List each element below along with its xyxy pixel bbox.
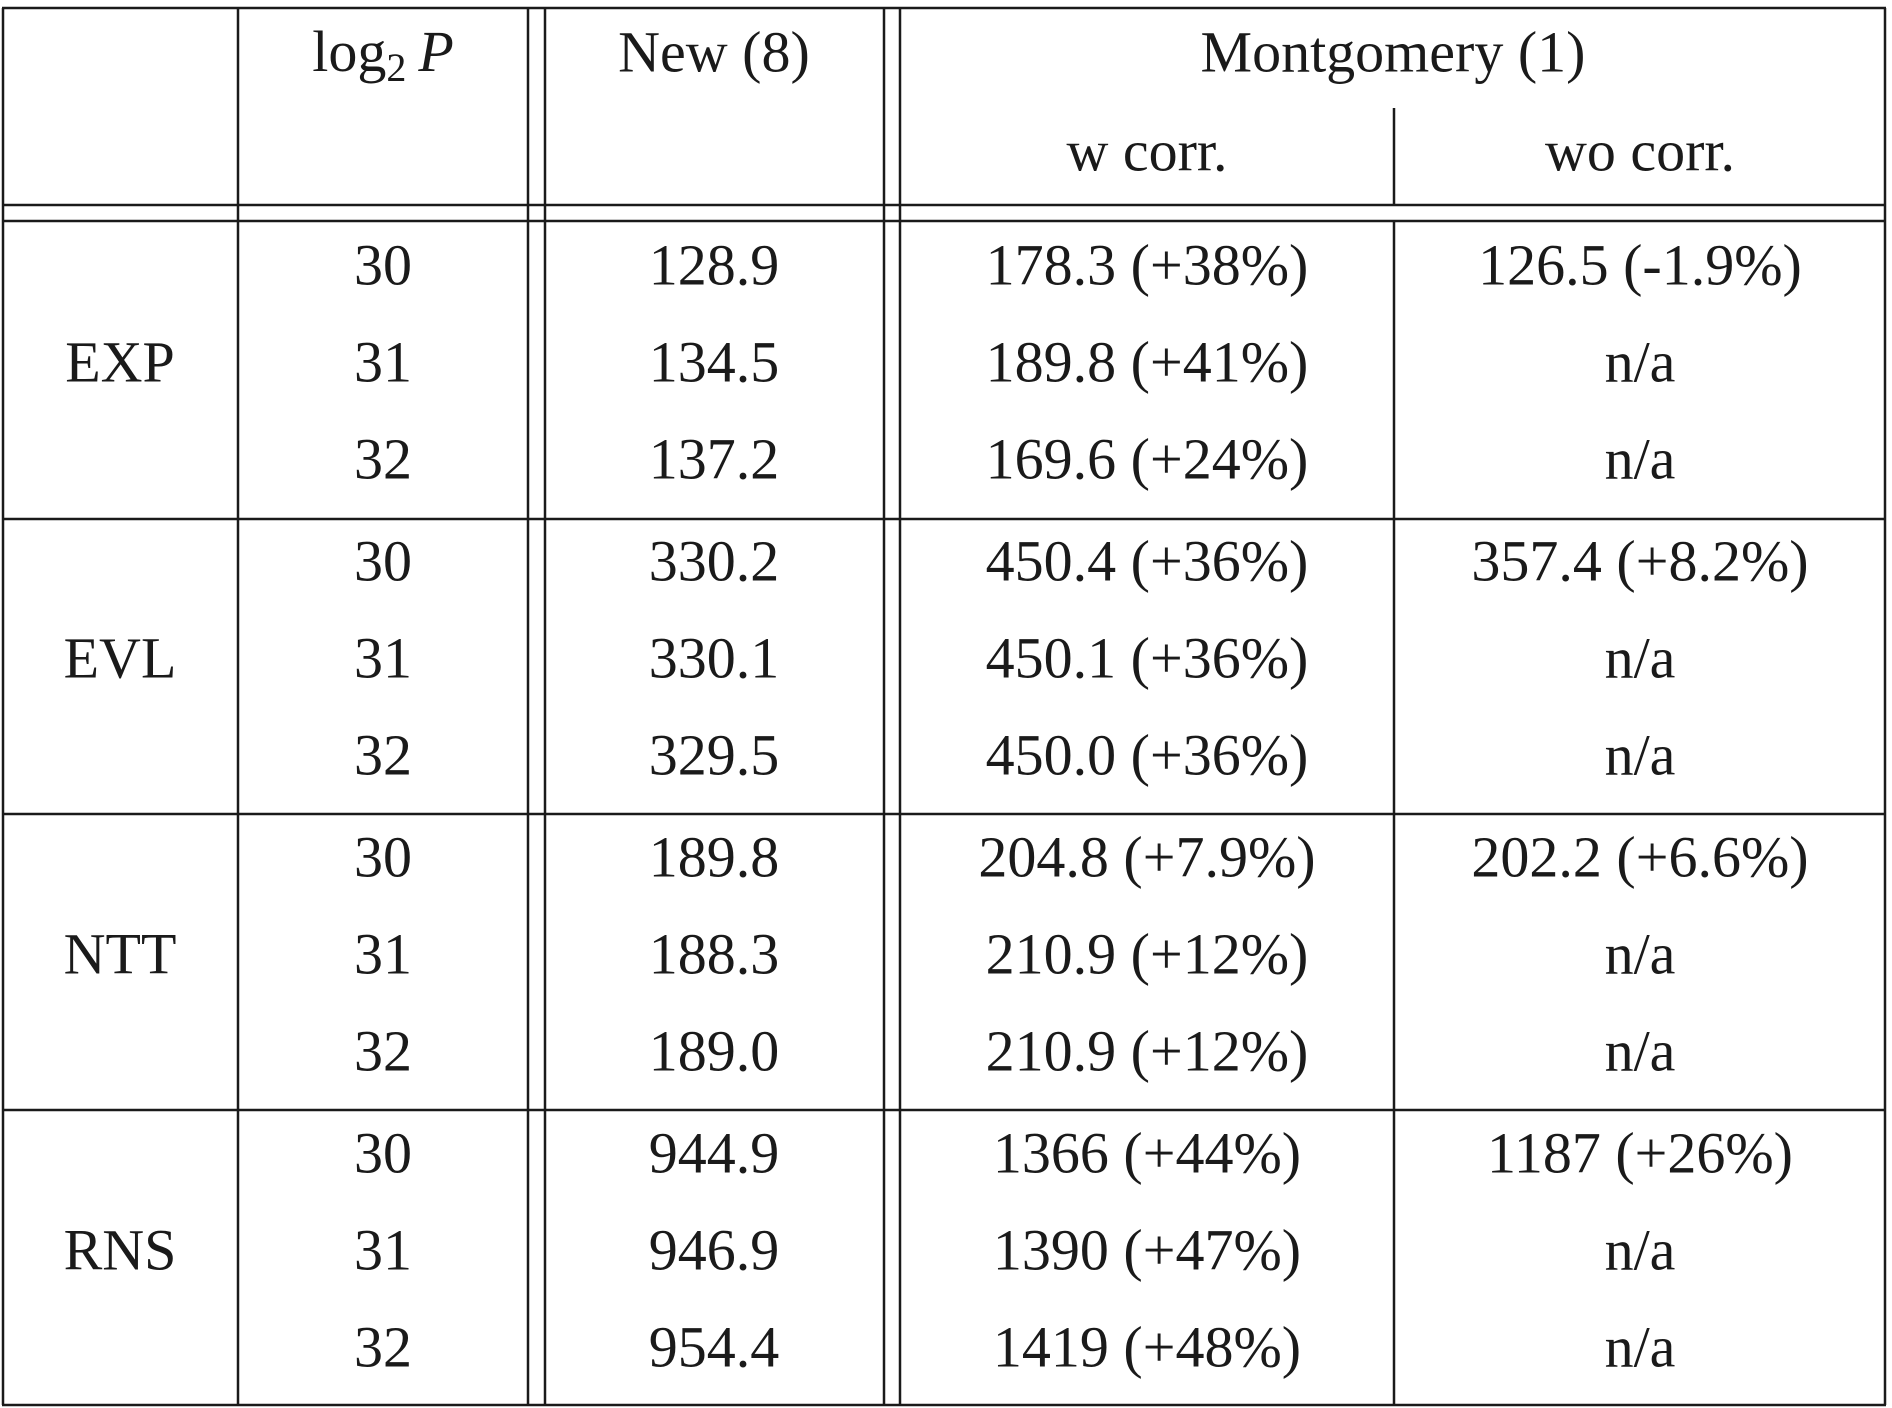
cell: n/a (1605, 329, 1676, 394)
group-name: NTT (64, 921, 177, 986)
cell: 330.2 (649, 528, 780, 593)
cell: 210.9 (+12%) (986, 1018, 1309, 1083)
cell: 31 (354, 329, 412, 394)
cell: 944.9 (649, 1120, 780, 1185)
cell: n/a (1605, 426, 1676, 491)
cell: 357.4 (+8.2%) (1471, 528, 1808, 593)
header-wo-corr: wo corr. (1545, 118, 1735, 183)
cell: 189.8 (+41%) (986, 329, 1309, 394)
cell: 128.9 (649, 232, 780, 297)
cell: 189.8 (649, 824, 780, 889)
cell: 126.5 (-1.9%) (1478, 232, 1802, 297)
header-new: New (8) (618, 19, 810, 84)
group-name: EXP (65, 329, 175, 394)
cell: 32 (354, 1018, 412, 1083)
cell: 31 (354, 1217, 412, 1282)
cell: 31 (354, 625, 412, 690)
header-w-corr: w corr. (1066, 118, 1227, 183)
cell: 450.1 (+36%) (986, 625, 1309, 690)
log-base: log (312, 19, 386, 84)
cell: 1419 (+48%) (993, 1314, 1301, 1379)
cell: 32 (354, 1314, 412, 1379)
cell: 169.6 (+24%) (986, 426, 1309, 491)
cell: 330.1 (649, 625, 780, 690)
cell: 1390 (+47%) (993, 1217, 1301, 1282)
cell: 30 (354, 824, 412, 889)
log-sub: 2 (386, 45, 406, 90)
cell: 30 (354, 528, 412, 593)
cell: 137.2 (649, 426, 780, 491)
cell: 1187 (+26%) (1487, 1120, 1793, 1185)
cell: 946.9 (649, 1217, 780, 1282)
cell: 32 (354, 426, 412, 491)
cell: 30 (354, 232, 412, 297)
cell: 210.9 (+12%) (986, 921, 1309, 986)
group-name: RNS (64, 1217, 177, 1282)
header-log: log2 P (312, 19, 454, 90)
cell: 188.3 (649, 921, 780, 986)
cell: n/a (1605, 722, 1676, 787)
cell: 189.0 (649, 1018, 780, 1083)
cell: n/a (1605, 1018, 1676, 1083)
cell: 954.4 (649, 1314, 780, 1379)
cell: 1366 (+44%) (993, 1120, 1301, 1185)
cell: n/a (1605, 921, 1676, 986)
cell: 329.5 (649, 722, 780, 787)
rules (1, 6, 1887, 1407)
cell: 204.8 (+7.9%) (978, 824, 1315, 889)
cell: 31 (354, 921, 412, 986)
cell: 32 (354, 722, 412, 787)
cell: 30 (354, 1120, 412, 1185)
cell: 134.5 (649, 329, 780, 394)
group-name: EVL (64, 625, 177, 690)
cell: 202.2 (+6.6%) (1471, 824, 1808, 889)
cell: n/a (1605, 1217, 1676, 1282)
header-montgomery: Montgomery (1) (1201, 19, 1586, 84)
cell: 450.0 (+36%) (986, 722, 1309, 787)
cell: n/a (1605, 1314, 1676, 1379)
log-var: P (417, 19, 453, 84)
cell: 178.3 (+38%) (986, 232, 1309, 297)
cell: 450.4 (+36%) (986, 528, 1309, 593)
cell: n/a (1605, 625, 1676, 690)
